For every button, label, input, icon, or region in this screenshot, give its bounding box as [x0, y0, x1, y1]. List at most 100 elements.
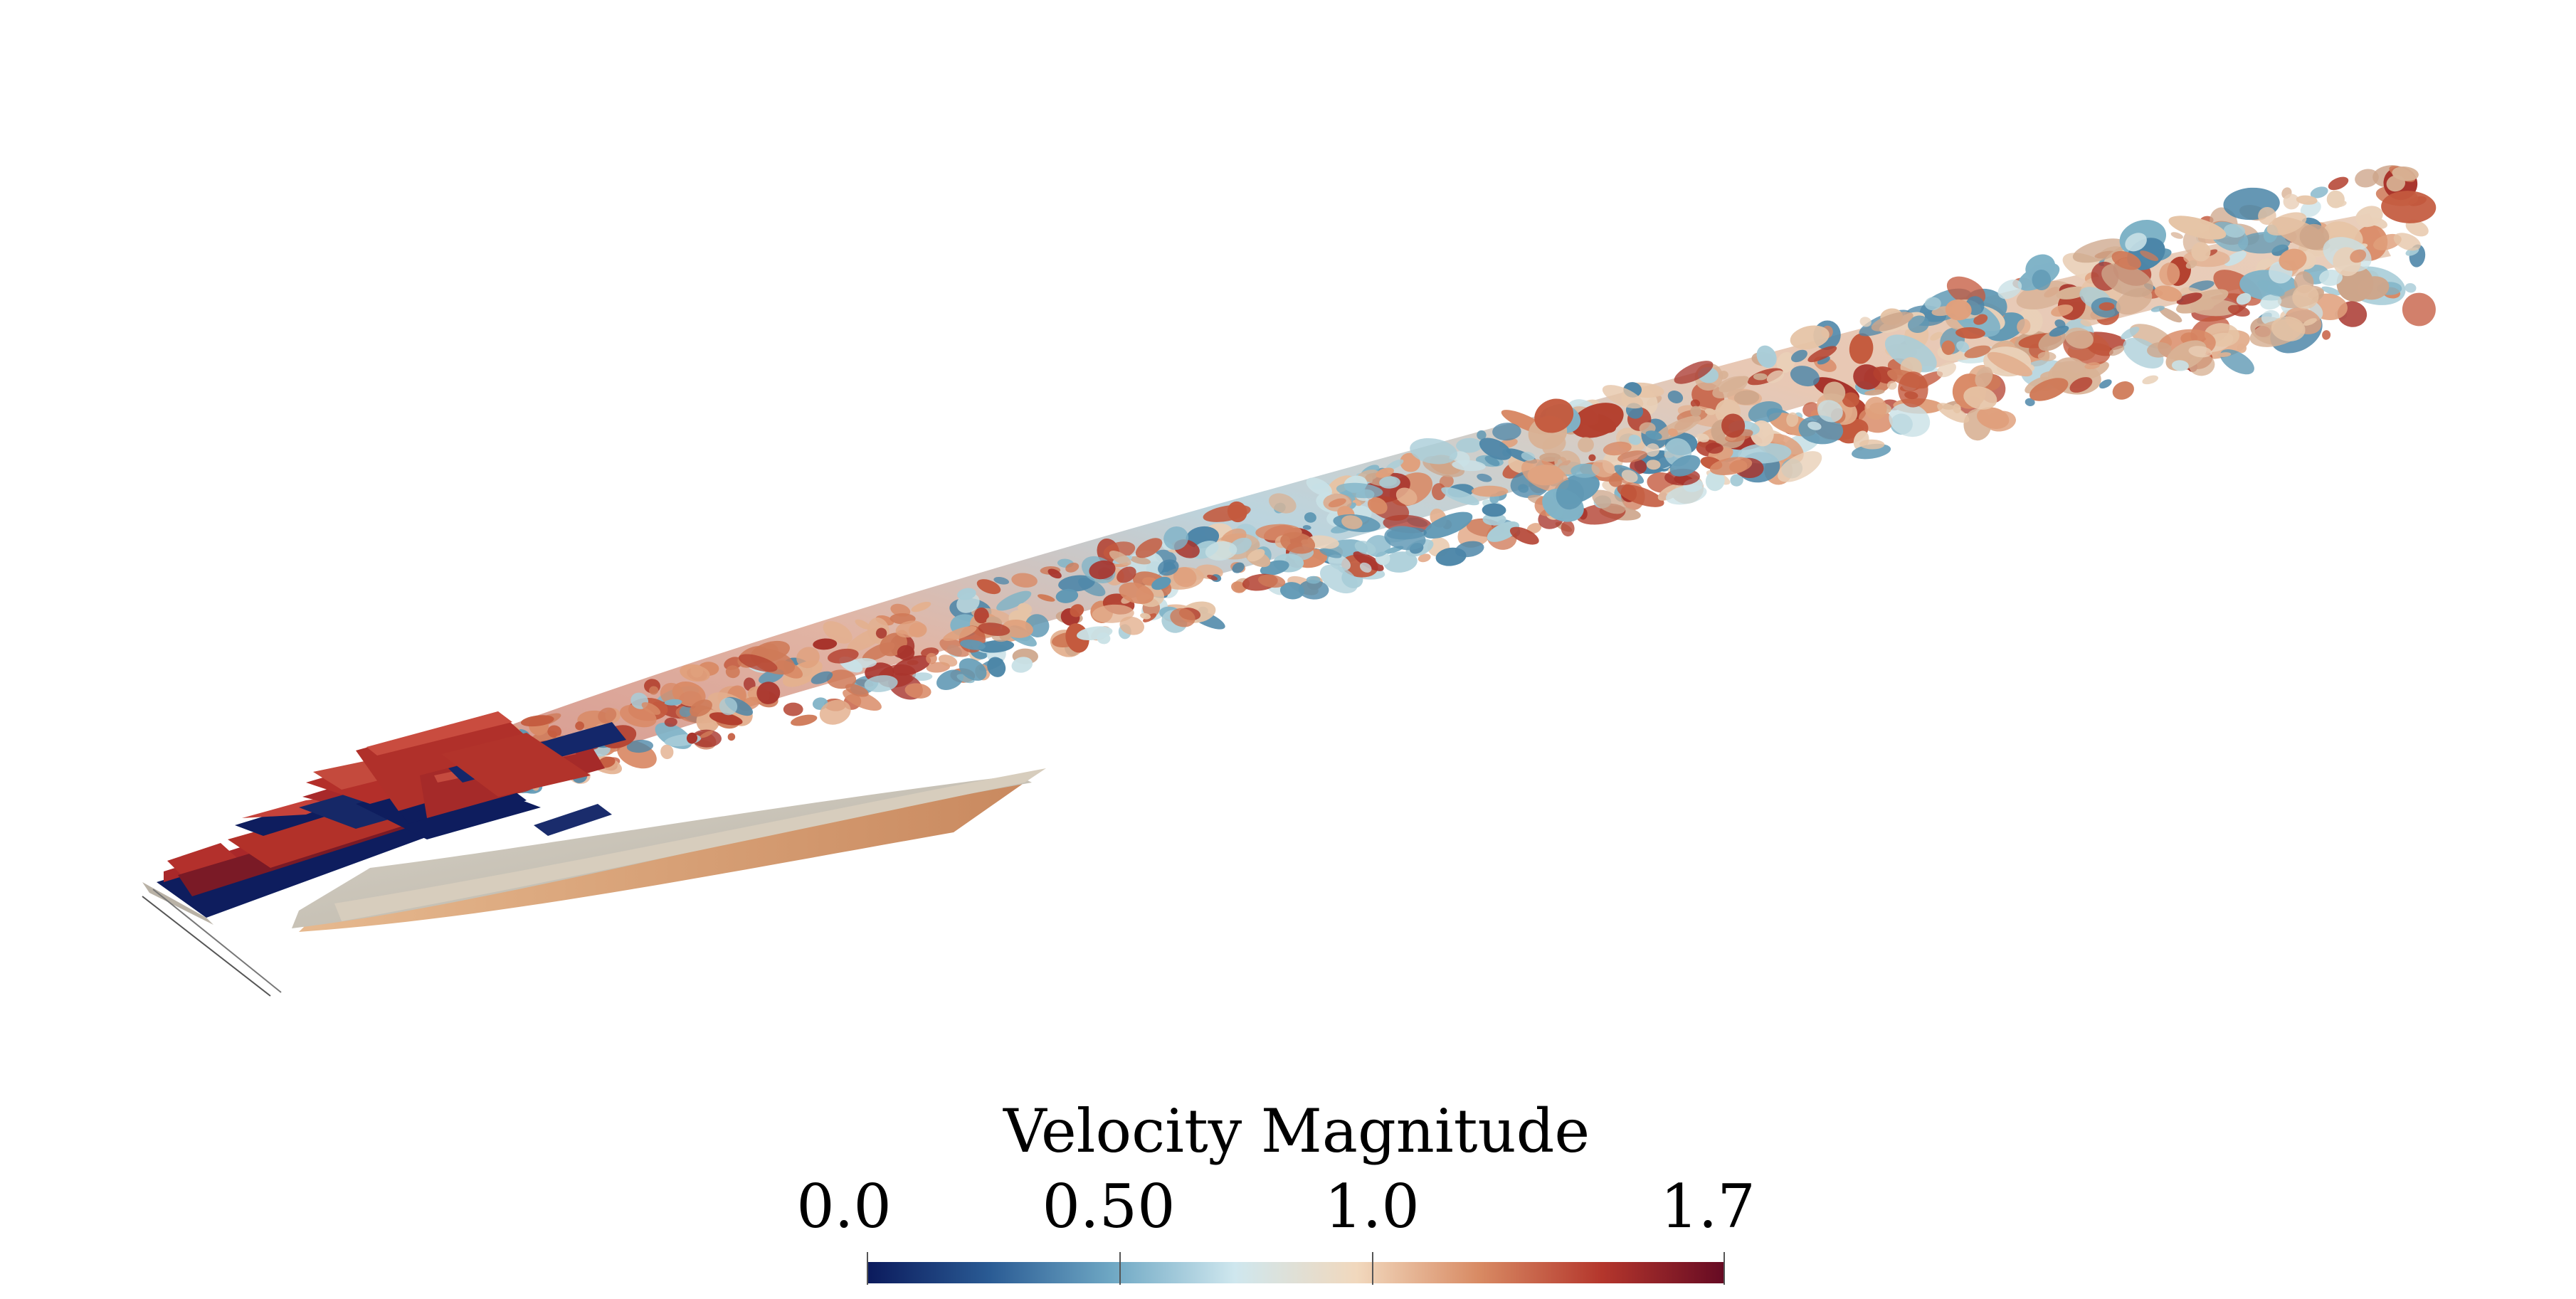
vortex-structure	[1092, 604, 1134, 623]
vortex-structure	[1712, 376, 1748, 398]
vortex-structure	[976, 579, 1001, 595]
vortex-structure	[1705, 442, 1724, 454]
vortex-structure	[2322, 330, 2331, 340]
vortex-structure	[892, 655, 931, 676]
vortex-structure	[1400, 452, 1420, 472]
vortex-structure	[1070, 604, 1084, 617]
vortex-structure	[864, 675, 898, 692]
vortex-structure	[2266, 212, 2307, 236]
vortex-structure	[1376, 467, 1394, 478]
vortex-structure	[2150, 305, 2165, 312]
vortex-structure	[547, 725, 562, 738]
vortex-structure	[1232, 562, 1245, 573]
vortex-structure	[1898, 371, 1928, 408]
vortex-structure	[1556, 479, 1584, 510]
vortex-structure	[1941, 340, 1955, 355]
vortex-structure	[2142, 375, 2159, 385]
vortex-structure	[1018, 603, 1033, 615]
vortex-structure	[1038, 594, 1055, 602]
vortex-structure	[1280, 531, 1316, 554]
vortex-structure	[1690, 405, 1701, 417]
vortex-structure	[1395, 487, 1418, 506]
vortex-structure	[1778, 451, 1822, 482]
colorbar-tick-mark	[1119, 1252, 1121, 1285]
vortex-structure	[1231, 581, 1246, 593]
vortex-structure	[2217, 352, 2232, 357]
vortex-structure	[1452, 460, 1486, 472]
vortex-structure	[1328, 498, 1346, 508]
vortex-structure	[2158, 307, 2182, 323]
vortex-structure	[2283, 193, 2300, 210]
vortex-structure	[1776, 351, 1795, 373]
vortex-structure	[1065, 562, 1080, 573]
vortex-structure	[1456, 438, 1482, 453]
vortex-structure	[1733, 390, 1760, 405]
vortex-structure	[2084, 362, 2101, 369]
vortex-structure	[2321, 286, 2341, 296]
vortex-structure	[649, 686, 659, 695]
vortex-structure	[1534, 398, 1574, 433]
vortex-structure	[2319, 269, 2343, 286]
vortex-structure	[1884, 334, 1937, 373]
vortex-structure	[1441, 487, 1479, 506]
vortex-structure	[2238, 231, 2291, 254]
airfoil-body	[292, 768, 1046, 932]
vortex-structure	[973, 608, 989, 624]
vortex-structure	[1055, 588, 1079, 603]
vortex-structure	[1924, 297, 1941, 311]
vortex-structure	[2224, 250, 2247, 266]
vortex-structure	[823, 621, 852, 644]
vortex-structure	[2402, 292, 2436, 327]
vortex-structure	[978, 622, 1010, 636]
vortex-structure	[2121, 327, 2140, 340]
vortex-structure	[796, 647, 820, 669]
vortex-structure	[727, 733, 736, 741]
vortex-structure	[575, 721, 584, 731]
vortex-structure	[1823, 381, 1846, 404]
vortex-structure	[2271, 316, 2306, 341]
vortex-structure	[1937, 403, 1970, 423]
vortex-structure	[819, 699, 851, 725]
vortex-structure	[1945, 299, 1972, 321]
vortex-structure	[852, 657, 877, 668]
vortex-structure	[2260, 294, 2282, 310]
vortex-structure	[719, 697, 738, 716]
vortex-structure	[993, 576, 1010, 585]
vortex-structure	[1669, 455, 1701, 477]
vortex-structure	[827, 648, 859, 664]
vortex-structure	[1592, 489, 1626, 514]
vortex-structure	[1521, 452, 1535, 461]
vortex-structure	[1410, 438, 1458, 465]
vortex-structure	[1705, 470, 1725, 492]
vortex-structure	[1730, 474, 1743, 487]
vortex-structure	[2296, 195, 2318, 205]
vortex-structure	[1205, 541, 1237, 561]
vortex-structure	[1790, 366, 1820, 387]
vortex-structure	[2303, 318, 2317, 326]
vortex-structure	[2190, 299, 2239, 317]
vortex-structure	[1696, 433, 1709, 442]
vortex-structure	[709, 712, 743, 726]
vortex-structure	[1665, 484, 1707, 505]
vortex-structure	[2032, 270, 2052, 290]
vortex-structure	[641, 702, 661, 715]
vortex-structure	[1509, 526, 1539, 545]
vortex-structure	[1790, 325, 1830, 350]
vortex-structure	[725, 665, 740, 679]
vortex-structure	[1756, 345, 1777, 369]
vortex-structure	[1151, 576, 1171, 590]
vortex-structure	[1617, 450, 1647, 463]
vortex-structure	[2170, 232, 2183, 239]
vortex-structure	[1842, 392, 1859, 408]
vortex-structure	[1864, 389, 1885, 396]
vortex-structure	[1786, 412, 1799, 427]
vortex-structure	[2049, 325, 2069, 337]
vortex-structure	[1492, 423, 1521, 441]
vortex-structure	[1140, 613, 1151, 620]
vortex-structure	[2299, 223, 2330, 250]
vortex-structure	[911, 601, 931, 613]
vortex-structure	[1336, 482, 1383, 499]
vortex-structure	[2099, 379, 2112, 389]
vortex-structure	[1173, 567, 1197, 588]
vortex-structure	[2029, 378, 2069, 401]
